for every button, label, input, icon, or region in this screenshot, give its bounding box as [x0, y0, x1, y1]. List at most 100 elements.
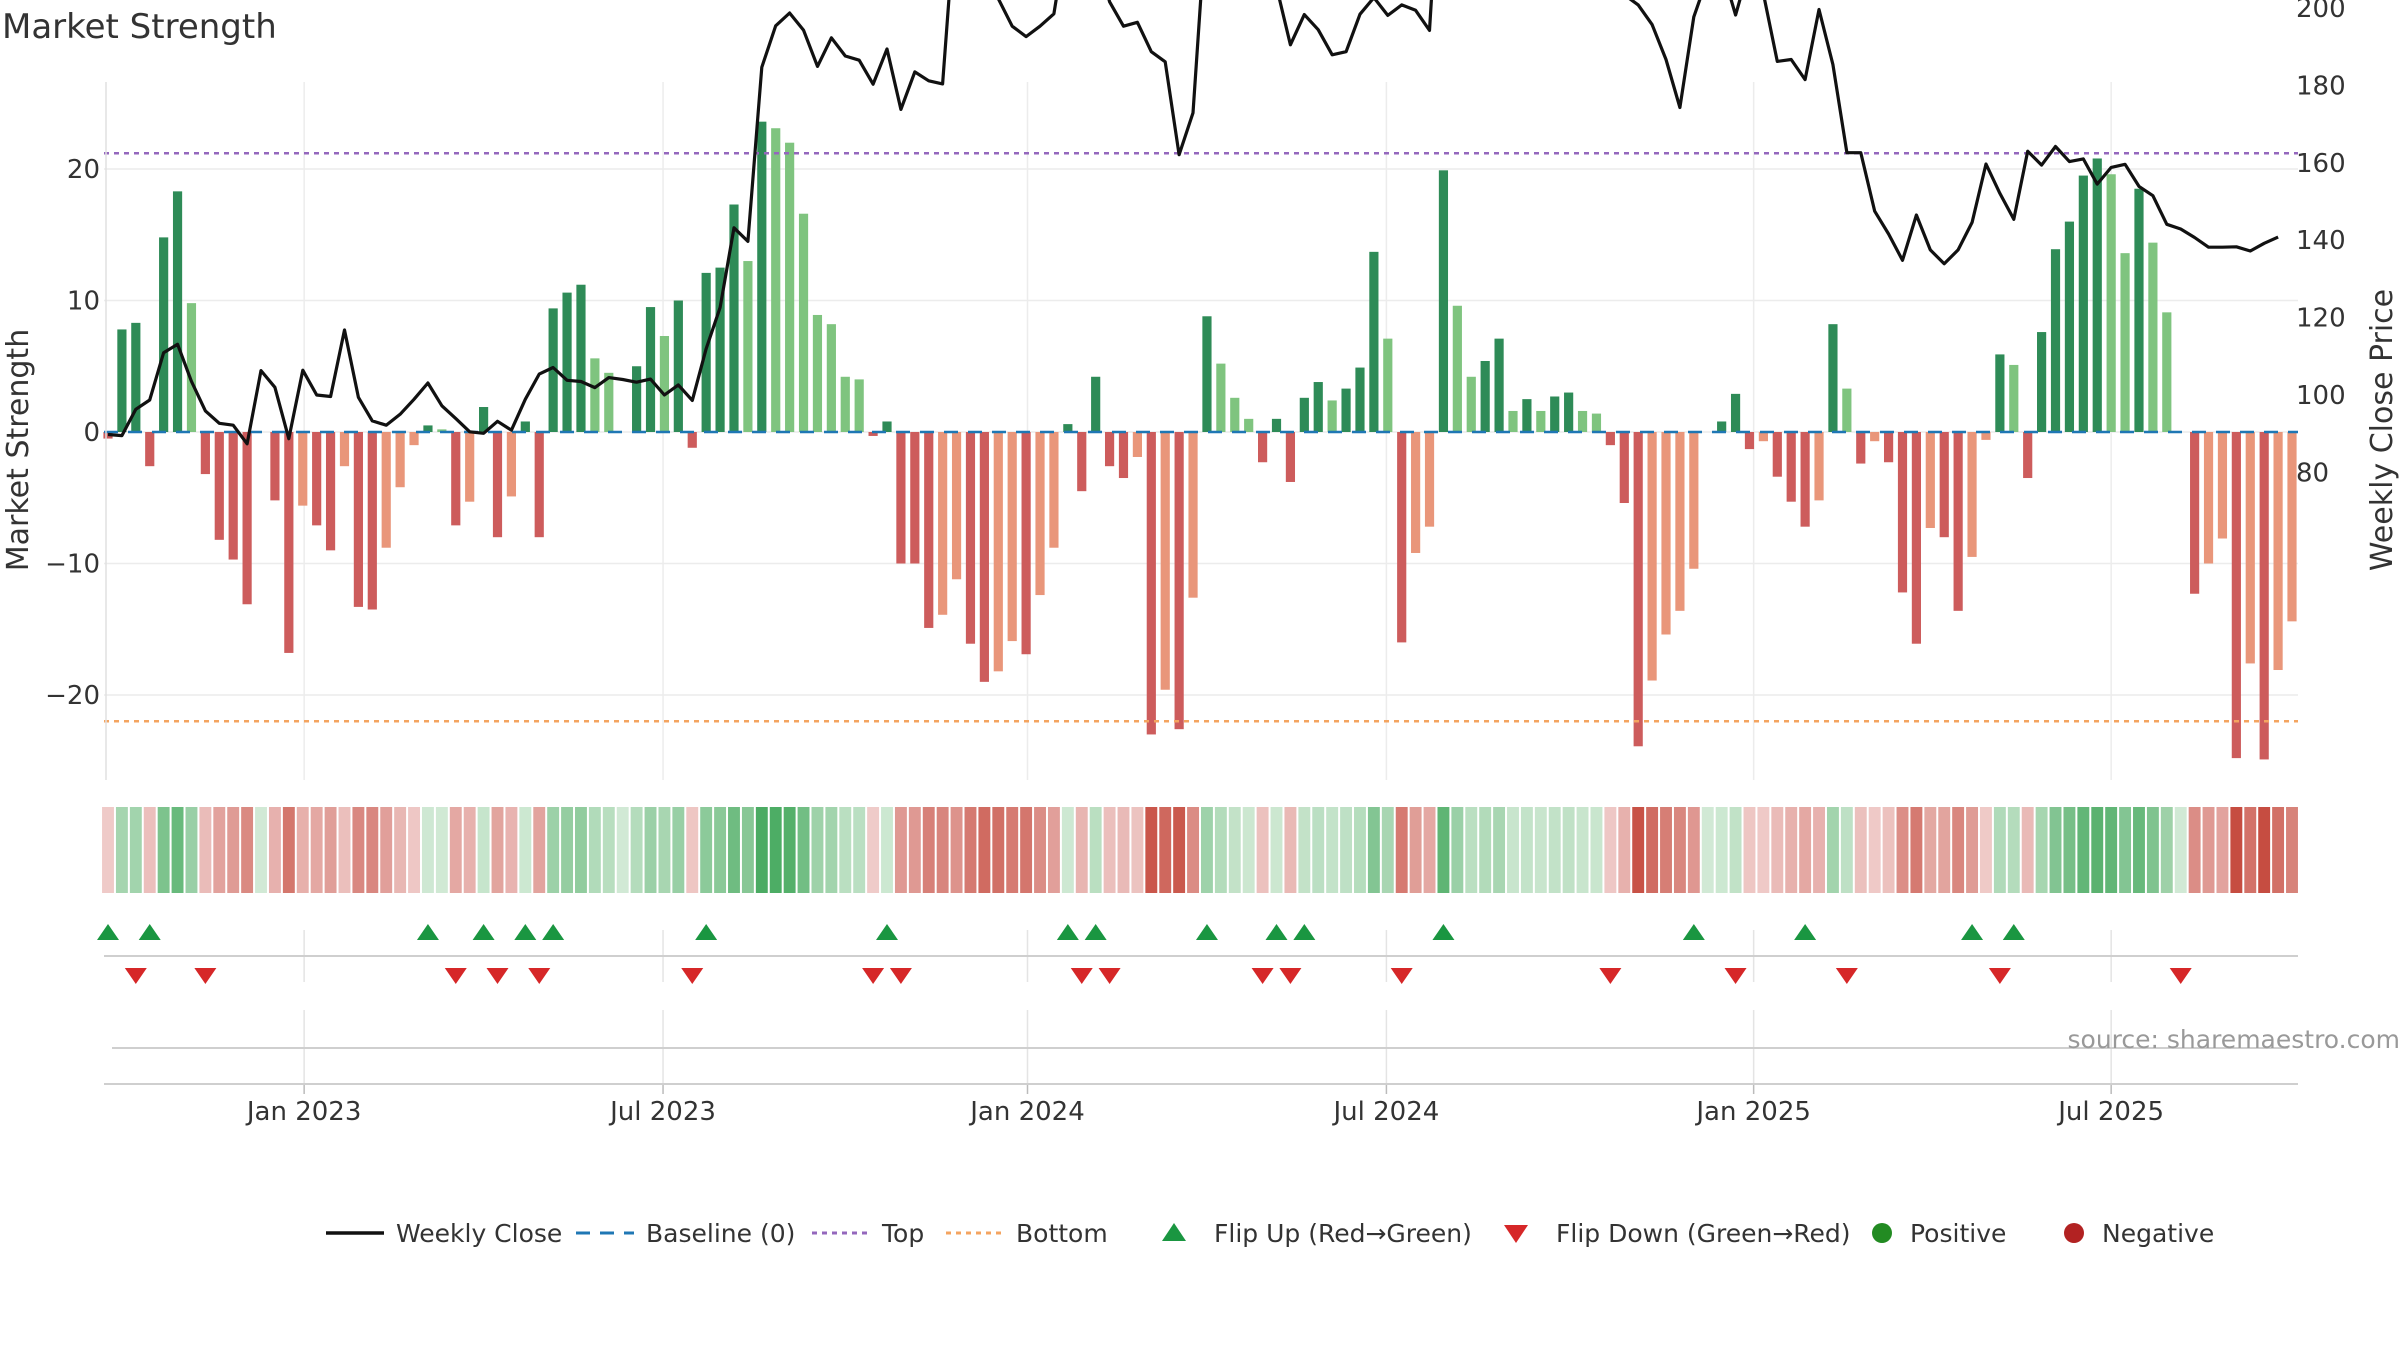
flip-up-marker [472, 924, 495, 940]
heat-cell [324, 807, 337, 893]
y-right-tick-label: 180 [2296, 71, 2346, 101]
strength-bar [367, 432, 377, 610]
strength-bar [395, 432, 405, 488]
strength-bar [1647, 432, 1657, 681]
y-axis-right-label: Weekly Close Price [2365, 289, 2400, 571]
strength-bar [2259, 432, 2269, 760]
legend-swatch-flip-down [1504, 1225, 1528, 1243]
flip-down-marker [1835, 968, 1858, 984]
flip-down-marker [1251, 968, 1274, 984]
y-right-tick-label: 120 [2296, 304, 2346, 334]
strength-bar [1299, 397, 1309, 432]
heat-cell [435, 807, 448, 893]
strength-bar [1383, 338, 1393, 432]
heat-cell [1687, 807, 1700, 893]
strength-bar [2203, 432, 2214, 564]
heat-cell [644, 807, 657, 893]
strength-bar [645, 307, 656, 432]
heat-cell [1395, 807, 1408, 893]
legend-swatch-positive [1872, 1223, 1892, 1243]
strength-bar [2134, 188, 2144, 432]
heat-cell [1493, 807, 1506, 893]
heat-cell [964, 807, 977, 893]
strength-bar [576, 284, 586, 432]
flip-down-marker [1390, 968, 1413, 984]
strength-bar [381, 432, 391, 548]
y-left-tick-label: 0 [83, 418, 100, 448]
heat-cell [1284, 807, 1297, 893]
strength-bar [1271, 418, 1282, 432]
heat-cell [1618, 807, 1631, 893]
heat-cell [2230, 807, 2243, 893]
heat-cell [1075, 807, 1088, 893]
x-tick-label: Jan 2024 [968, 1097, 1085, 1127]
heat-cell [1381, 807, 1394, 893]
strength-bar [1995, 354, 2005, 432]
flip-down-marker [862, 968, 885, 984]
strength-bar [2231, 432, 2241, 759]
strength-bar [200, 432, 210, 475]
strength-bar [1536, 410, 1546, 432]
legend-label-flip-up: Flip Up (Red→Green) [1214, 1219, 1472, 1248]
heat-cell [477, 807, 490, 893]
heat-cell [1242, 807, 1255, 893]
strength-bar [117, 329, 127, 432]
strength-bar [673, 300, 683, 432]
heat-cell [811, 807, 824, 893]
heat-cell [1103, 807, 1116, 893]
heat-cell [1840, 807, 1853, 893]
strength-bar [1842, 388, 1852, 432]
legend-label-positive: Positive [1910, 1219, 2006, 1248]
strength-bar [1717, 421, 1727, 432]
strength-bar [2050, 249, 2061, 432]
heat-cell [352, 807, 365, 893]
strength-bar [659, 336, 670, 432]
strength-bar [938, 432, 948, 615]
legend-swatch-flip-up [1162, 1223, 1186, 1241]
heat-cell [922, 807, 935, 893]
heat-cell [1604, 807, 1617, 893]
flip-down-marker [124, 968, 147, 984]
strength-bar [1577, 410, 1588, 432]
flip-down-marker [1098, 968, 1121, 984]
flip-down-marker [1724, 968, 1747, 984]
heat-cell [839, 807, 852, 893]
heat-cell [1813, 807, 1825, 893]
heat-cell [1437, 807, 1450, 893]
strength-bar [562, 292, 572, 432]
flip-up-marker [416, 924, 439, 940]
heat-cell [2174, 807, 2187, 893]
strength-bar [1786, 432, 1796, 502]
heat-cell [2146, 807, 2159, 893]
strength-bar [1967, 432, 1977, 557]
heat-cell [227, 807, 240, 893]
strength-bar [2092, 158, 2102, 433]
strength-bar [145, 432, 155, 467]
heat-cell [700, 807, 713, 893]
heat-cell [2216, 807, 2229, 893]
y-left-tick-label: 10 [67, 287, 100, 317]
flip-down-marker [889, 968, 912, 984]
y-right-tick-label: 160 [2296, 149, 2346, 179]
flip-up-marker [514, 924, 537, 940]
heat-cell [185, 807, 198, 893]
heat-cell [1715, 807, 1728, 893]
strength-bar [2120, 253, 2130, 432]
strength-bar [1758, 432, 1768, 442]
strength-bar [757, 121, 767, 432]
strength-bar [1925, 432, 1935, 528]
strength-bar [312, 432, 322, 526]
strength-bar [1452, 305, 1462, 432]
heat-cell [1173, 807, 1186, 893]
heat-cell [1980, 807, 1992, 893]
strength-bar [214, 432, 224, 540]
heat-cell [1187, 807, 1199, 893]
strength-bar [242, 432, 252, 605]
strength-bar [896, 432, 906, 564]
strength-heat-strip [102, 807, 2298, 893]
strength-bar [1230, 397, 1240, 432]
heat-cell [199, 807, 212, 893]
heat-cell [672, 807, 685, 893]
heat-cell [1326, 807, 1339, 893]
heat-cell [2133, 807, 2145, 893]
